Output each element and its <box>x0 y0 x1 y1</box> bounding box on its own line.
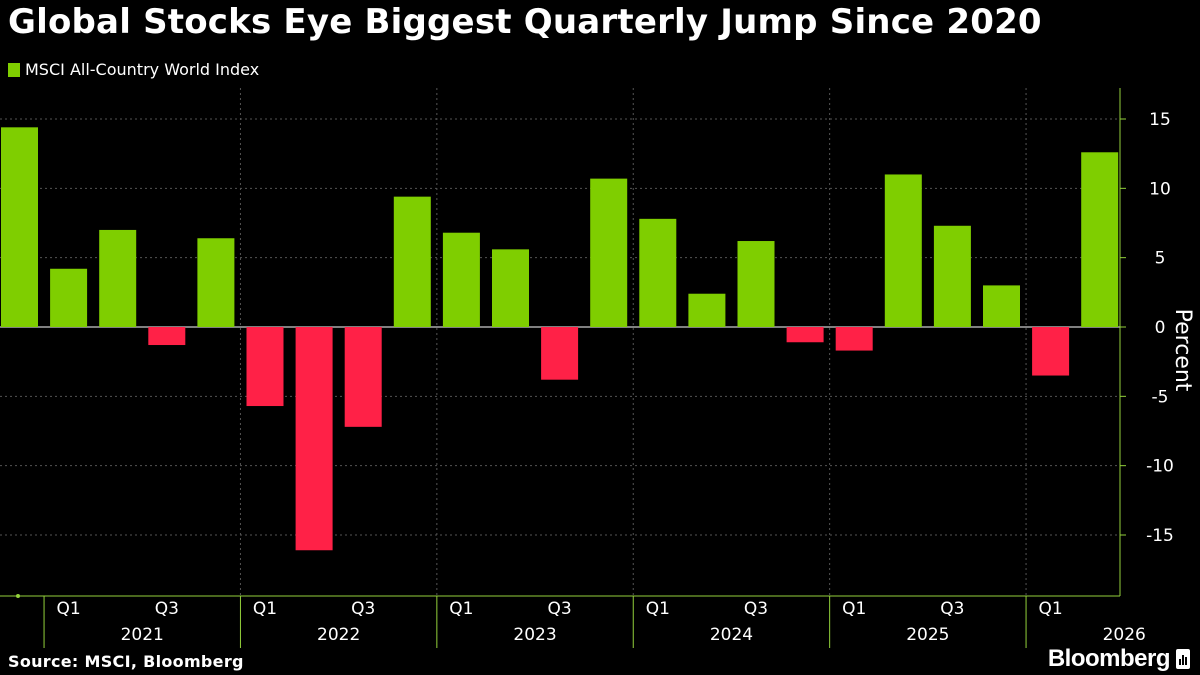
bar-chart-icon <box>1176 649 1190 669</box>
bar <box>884 174 922 327</box>
bar <box>786 327 824 343</box>
x-tick-label: Q3 <box>744 599 768 619</box>
x-tick-label: Q1 <box>842 599 866 619</box>
legend-swatch <box>8 62 20 77</box>
bar <box>344 327 382 427</box>
bar <box>1032 327 1070 376</box>
bar <box>737 241 775 327</box>
bar <box>99 229 137 327</box>
x-tick-label: Q3 <box>940 599 964 619</box>
y-tick-label: 5 <box>1155 249 1166 269</box>
bar <box>541 327 579 380</box>
x-tick-label: Q1 <box>253 599 277 619</box>
x-tick-label: Q1 <box>449 599 473 619</box>
bar <box>50 268 88 327</box>
x-year-label: 2024 <box>710 625 753 645</box>
x-tick-label: Q1 <box>646 599 670 619</box>
x-tick-label: Q3 <box>351 599 375 619</box>
x-year-label: 2021 <box>121 625 164 645</box>
y-tick-label: -10 <box>1146 457 1174 477</box>
bar <box>1 127 38 327</box>
y-tick-label: 0 <box>1155 318 1166 338</box>
y-tick-label: 10 <box>1149 179 1171 199</box>
x-tick-label: Q3 <box>547 599 571 619</box>
brand-text: Bloomberg <box>1047 645 1171 672</box>
bar <box>688 293 726 327</box>
x-year-label: 2023 <box>513 625 556 645</box>
bar <box>1081 152 1119 327</box>
y-tick-label: -5 <box>1152 387 1169 407</box>
bar <box>442 232 480 327</box>
bar <box>246 327 284 407</box>
x-axis-origin-tick <box>16 594 20 598</box>
legend-label: MSCI All-Country World Index <box>25 60 260 79</box>
legend: MSCI All-Country World Index <box>8 60 259 79</box>
bar <box>835 327 873 351</box>
bar <box>197 238 235 327</box>
y-tick-label: -15 <box>1146 526 1174 546</box>
bloomberg-logo: Bloomberg <box>1048 645 1190 673</box>
x-year-label: 2026 <box>1103 625 1146 645</box>
y-tick-label: 15 <box>1149 110 1171 130</box>
x-year-label: 2025 <box>906 625 949 645</box>
bar <box>983 285 1020 327</box>
bar <box>492 249 529 327</box>
x-tick-label: Q1 <box>56 599 80 619</box>
chart-title: Global Stocks Eye Biggest Quarterly Jump… <box>8 2 1042 42</box>
bar <box>295 327 333 551</box>
x-tick-label: Q1 <box>1038 599 1062 619</box>
source-note: Source: MSCI, Bloomberg <box>8 652 244 671</box>
bar <box>148 327 186 346</box>
bar <box>639 218 677 327</box>
bar <box>933 225 971 327</box>
bar <box>590 178 628 327</box>
x-year-label: 2022 <box>317 625 360 645</box>
x-tick-label: Q3 <box>155 599 179 619</box>
bar <box>393 196 431 327</box>
y-axis-title: Percent <box>1170 309 1195 392</box>
